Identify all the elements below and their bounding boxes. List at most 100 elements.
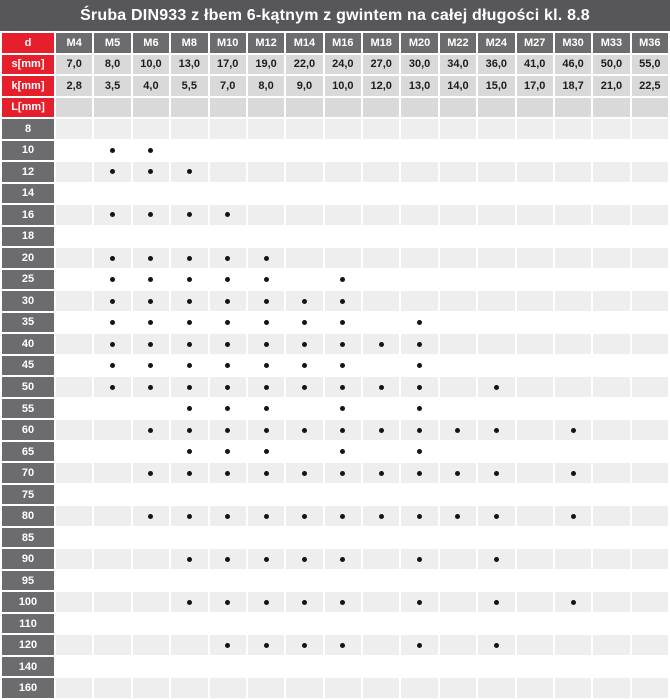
k-value-m30: 18,7 xyxy=(554,76,592,96)
availability-dot xyxy=(417,642,423,648)
l-header-cell-m4 xyxy=(56,97,93,118)
availability-cell-m14-l100 xyxy=(286,592,323,612)
availability-cell-m22-l12 xyxy=(439,162,477,182)
availability-cell-m24-l10 xyxy=(478,140,515,161)
s-value-m20: 30,0 xyxy=(401,54,438,75)
availability-dot xyxy=(225,427,231,433)
availability-cell-m27-l85 xyxy=(516,527,553,548)
k-value-m14: 9,0 xyxy=(286,76,323,96)
availability-cell-m30-l25 xyxy=(554,269,592,290)
availability-dot xyxy=(340,427,346,433)
availability-cell-m8-l95 xyxy=(171,570,208,591)
availability-dot xyxy=(263,341,269,347)
l-header-cell-m22 xyxy=(439,97,477,118)
length-label-95: 95 xyxy=(2,570,54,591)
availability-cell-m24-l140 xyxy=(478,656,515,677)
availability-cell-m6-l140 xyxy=(132,656,170,677)
availability-cell-m10-l50 xyxy=(209,377,246,397)
l-header-cell-m30 xyxy=(554,97,592,118)
availability-cell-m27-l12 xyxy=(516,162,553,182)
availability-cell-m18-l90 xyxy=(363,549,400,569)
availability-cell-m27-l30 xyxy=(516,291,553,311)
availability-cell-m36-l30 xyxy=(631,291,668,311)
availability-cell-m22-l14 xyxy=(439,183,477,204)
length-row-18: 18 xyxy=(2,226,668,247)
availability-cell-m22-l110 xyxy=(439,613,477,634)
availability-cell-m16-l95 xyxy=(324,570,361,591)
k-value-m24: 15,0 xyxy=(478,76,515,96)
availability-cell-m27-l60 xyxy=(516,420,553,440)
availability-cell-m4-l12 xyxy=(56,162,93,182)
length-label-40: 40 xyxy=(2,334,54,354)
availability-cell-m18-l8 xyxy=(363,119,400,139)
availability-cell-m30-l160 xyxy=(554,678,592,698)
length-label-80: 80 xyxy=(2,506,54,526)
availability-dot xyxy=(340,277,346,283)
availability-dot xyxy=(570,427,576,433)
availability-cell-m4-l140 xyxy=(56,656,93,677)
availability-cell-m36-l40 xyxy=(631,334,668,354)
availability-cell-m27-l75 xyxy=(516,484,553,505)
length-row-14: 14 xyxy=(2,183,668,204)
availability-cell-m24-l35 xyxy=(478,312,515,333)
availability-cell-m27-l35 xyxy=(516,312,553,333)
availability-cell-m6-l12 xyxy=(132,162,170,182)
s-value-m16: 24,0 xyxy=(324,54,361,75)
availability-dot xyxy=(263,277,269,283)
availability-dot xyxy=(301,470,307,476)
availability-cell-m6-l45 xyxy=(132,355,170,376)
availability-dot xyxy=(186,255,192,261)
availability-cell-m18-l12 xyxy=(363,162,400,182)
availability-dot xyxy=(225,298,231,304)
availability-dot xyxy=(417,556,423,562)
availability-cell-m14-l10 xyxy=(286,140,323,161)
availability-cell-m27-l18 xyxy=(516,226,553,247)
availability-dot xyxy=(225,642,231,648)
availability-dot xyxy=(340,298,346,304)
availability-cell-m10-l30 xyxy=(209,291,246,311)
availability-dot xyxy=(263,320,269,326)
s-value-m22: 34,0 xyxy=(439,54,477,75)
length-row-10: 10 xyxy=(2,140,668,161)
availability-cell-m18-l140 xyxy=(363,656,400,677)
availability-cell-m30-l80 xyxy=(554,506,592,526)
availability-cell-m12-l14 xyxy=(247,183,285,204)
availability-dot xyxy=(110,341,116,347)
availability-cell-m33-l95 xyxy=(593,570,630,591)
length-label-60: 60 xyxy=(2,420,54,440)
availability-cell-m14-l160 xyxy=(286,678,323,698)
availability-cell-m4-l120 xyxy=(56,635,93,655)
availability-cell-m30-l65 xyxy=(554,441,592,462)
column-header-m33: M33 xyxy=(593,33,630,53)
availability-dot xyxy=(263,449,269,455)
availability-cell-m20-l55 xyxy=(401,398,438,419)
availability-cell-m10-l14 xyxy=(209,183,246,204)
availability-cell-m20-l65 xyxy=(401,441,438,462)
availability-cell-m27-l8 xyxy=(516,119,553,139)
availability-cell-m20-l8 xyxy=(401,119,438,139)
availability-cell-m22-l90 xyxy=(439,549,477,569)
availability-cell-m5-l16 xyxy=(94,205,131,225)
availability-cell-m16-l16 xyxy=(324,205,361,225)
l-header-cell-m12 xyxy=(247,97,285,118)
availability-dot xyxy=(340,341,346,347)
availability-cell-m6-l35 xyxy=(132,312,170,333)
availability-cell-m24-l18 xyxy=(478,226,515,247)
availability-cell-m14-l55 xyxy=(286,398,323,419)
availability-cell-m24-l16 xyxy=(478,205,515,225)
availability-cell-m33-l10 xyxy=(593,140,630,161)
availability-cell-m24-l30 xyxy=(478,291,515,311)
k-value-m5: 3,5 xyxy=(94,76,131,96)
availability-dot xyxy=(493,556,499,562)
column-header-m8: M8 xyxy=(171,33,208,53)
availability-cell-m22-l20 xyxy=(439,248,477,268)
availability-cell-m16-l8 xyxy=(324,119,361,139)
availability-cell-m27-l100 xyxy=(516,592,553,612)
availability-dot xyxy=(301,556,307,562)
availability-cell-m14-l95 xyxy=(286,570,323,591)
availability-dot xyxy=(110,147,116,153)
availability-cell-m33-l20 xyxy=(593,248,630,268)
availability-cell-m18-l40 xyxy=(363,334,400,354)
availability-cell-m18-l35 xyxy=(363,312,400,333)
availability-cell-m4-l40 xyxy=(56,334,93,354)
